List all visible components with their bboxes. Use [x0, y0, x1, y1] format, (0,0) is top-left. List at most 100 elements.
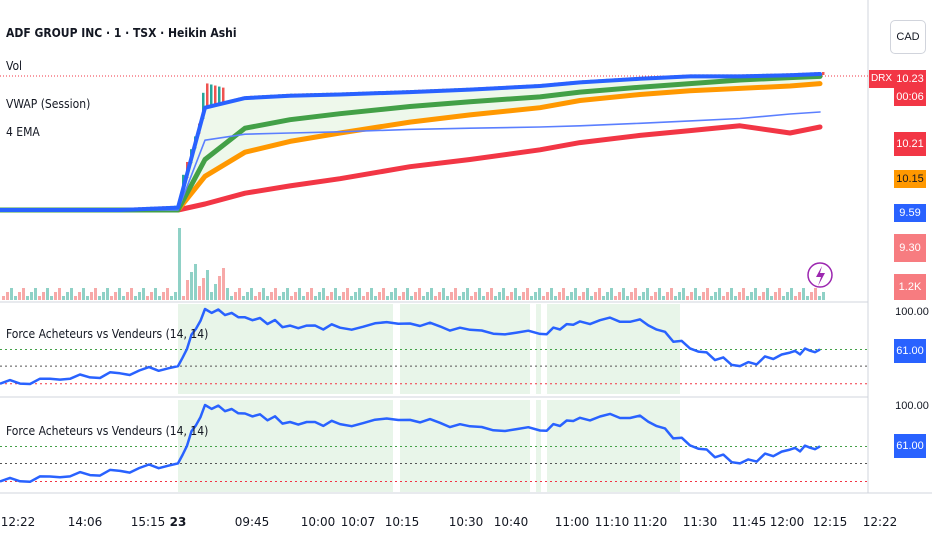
volume-bar — [746, 296, 749, 300]
volume-bar — [618, 292, 621, 300]
volume-bar — [646, 288, 649, 300]
heikin-ashi-candle — [822, 72, 825, 75]
red-ema-price-tag: 9.30 — [894, 234, 926, 262]
oscillator-current-value-2: 61.00 — [894, 434, 926, 458]
oscillator-label-1[interactable]: Force Acheteurs vs Vendeurs (14, 14) — [6, 327, 209, 341]
volume-bar — [42, 292, 45, 300]
volume-bar — [350, 296, 353, 300]
volume-bar — [326, 296, 329, 300]
volume-bar — [734, 296, 737, 300]
volume-bar — [118, 288, 121, 300]
volume-bar — [506, 296, 509, 300]
volume-bar — [166, 288, 169, 300]
volume-bar — [446, 296, 449, 300]
volume-bar — [138, 292, 141, 300]
volume-bar — [430, 288, 433, 300]
ema-indicator-label[interactable]: 4 EMA — [6, 125, 40, 139]
volume-bar — [634, 288, 637, 300]
volume-bar — [294, 292, 297, 300]
oscillator-label-2[interactable]: Force Acheteurs vs Vendeurs (14, 14) — [6, 424, 209, 438]
volume-bar — [726, 292, 729, 300]
volume-bar — [542, 296, 545, 300]
volume-bar — [474, 292, 477, 300]
volume-bar — [10, 288, 13, 300]
volume-bar — [434, 296, 437, 300]
volume-bar — [142, 288, 145, 300]
volume-bar — [458, 296, 461, 300]
volume-bar — [314, 296, 317, 300]
volume-bar — [650, 296, 653, 300]
volume-bar — [234, 292, 237, 300]
volume-bar — [630, 292, 633, 300]
volume-bar — [342, 292, 345, 300]
volume-bar — [510, 292, 513, 300]
volume-bar — [346, 288, 349, 300]
volume-bar — [278, 296, 281, 300]
oscillator-current-value-1: 61.00 — [894, 339, 926, 363]
volume-bar — [374, 296, 377, 300]
orange-ema-price-tag: 10.15 — [894, 170, 926, 188]
volume-bar — [50, 296, 53, 300]
volume-bar — [426, 292, 429, 300]
volume-bar — [774, 292, 777, 300]
volume-bar — [46, 288, 49, 300]
volume-bar — [678, 292, 681, 300]
volume-bar — [558, 292, 561, 300]
volume-bar — [794, 296, 797, 300]
volume-bar — [822, 292, 825, 300]
volume-bar — [246, 292, 249, 300]
session-shade — [536, 304, 541, 394]
time-axis-label: 10:40 — [494, 515, 529, 529]
volume-bar — [762, 292, 765, 300]
volume-bar — [690, 292, 693, 300]
vwap-band-fill — [0, 74, 820, 210]
volume-bar — [654, 292, 657, 300]
volume-bar — [274, 288, 277, 300]
volume-bar — [418, 288, 421, 300]
volume-bar — [338, 296, 341, 300]
volume-bar — [266, 296, 269, 300]
volume-bar — [686, 296, 689, 300]
volume-bar — [362, 296, 365, 300]
oscillator-top-value-2: 100.00 — [895, 400, 929, 412]
heikin-ashi-candle — [206, 83, 209, 108]
volume-bar — [306, 292, 309, 300]
chart-title[interactable]: ADF GROUP INC · 1 · TSX · Heikin Ashi — [6, 26, 237, 40]
volume-bar — [770, 296, 773, 300]
volume-bar — [582, 292, 585, 300]
oscillator-top-value-1: 100.00 — [895, 306, 929, 318]
vwap-indicator-label[interactable]: VWAP (Session) — [6, 97, 91, 111]
volume-bar — [26, 296, 29, 300]
volume-bar — [438, 292, 441, 300]
time-axis-label: 11:20 — [633, 515, 668, 529]
volume-bar — [450, 292, 453, 300]
volume-bar — [66, 292, 69, 300]
currency-button[interactable]: CAD — [890, 20, 926, 54]
volume-bar — [102, 292, 105, 300]
volume-bar — [194, 264, 197, 300]
heikin-ashi-candle — [210, 84, 213, 107]
volume-bar — [214, 284, 217, 300]
volume-indicator-label[interactable]: Vol — [6, 59, 23, 73]
volume-bar — [534, 292, 537, 300]
volume-bar — [150, 292, 153, 300]
volume-bar — [670, 288, 673, 300]
volume-bar — [386, 296, 389, 300]
time-axis-label: 12:15 — [813, 515, 848, 529]
volume-bar — [254, 296, 257, 300]
volume-bar — [174, 292, 177, 300]
volume-bar — [114, 292, 117, 300]
volume-bar — [210, 292, 213, 300]
oscillator-line-1 — [0, 307, 821, 386]
time-axis-label: 23 — [170, 515, 187, 529]
volume-bar — [482, 296, 485, 300]
lightning-icon — [816, 266, 825, 286]
time-axis-label: 09:45 — [235, 515, 270, 529]
volume-bar — [38, 296, 41, 300]
volume-bar — [218, 276, 221, 300]
volume-bar — [738, 292, 741, 300]
volume-bar — [526, 288, 529, 300]
volume-bar — [530, 296, 533, 300]
volume-bar — [230, 296, 233, 300]
volume-bar — [54, 292, 57, 300]
